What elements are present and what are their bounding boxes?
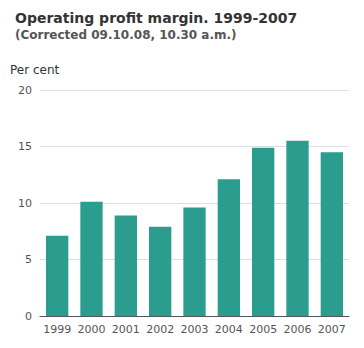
svg-text:10: 10 [18,197,32,210]
svg-text:2005: 2005 [249,323,277,336]
svg-text:1999: 1999 [43,323,71,336]
svg-text:2003: 2003 [181,323,209,336]
svg-text:0: 0 [25,310,32,323]
svg-text:(Corrected 09.10.08, 10.30 a.m: (Corrected 09.10.08, 10.30 a.m.) [15,28,237,42]
svg-text:2000: 2000 [78,323,106,336]
svg-text:20: 20 [18,84,32,97]
svg-text:2001: 2001 [112,323,140,336]
svg-text:2007: 2007 [318,323,346,336]
svg-text:2002: 2002 [146,323,174,336]
svg-text:Operating profit margin. 1999-: Operating profit margin. 1999-2007 [15,10,297,26]
svg-text:2004: 2004 [215,323,243,336]
svg-text:15: 15 [18,140,32,153]
svg-text:5: 5 [25,253,32,266]
svg-text:2006: 2006 [284,323,312,336]
svg-text:Per cent: Per cent [10,63,60,77]
